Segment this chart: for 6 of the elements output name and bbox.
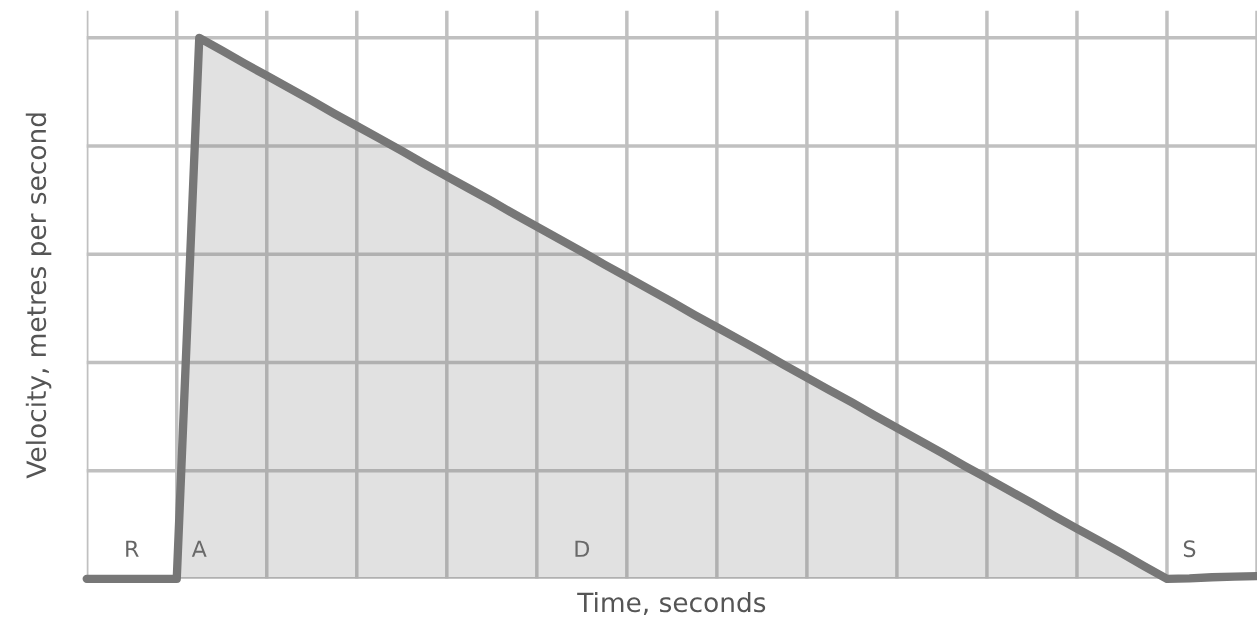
y-axis-title: Velocity, metres per second: [25, 113, 52, 479]
x-tick-label: D: [575, 540, 590, 557]
x-axis-title: Time, seconds: [577, 591, 766, 616]
x-tick-label: S: [1183, 540, 1196, 558]
x-tick-label: A: [191, 540, 207, 557]
x-tick-label: R: [126, 540, 139, 557]
